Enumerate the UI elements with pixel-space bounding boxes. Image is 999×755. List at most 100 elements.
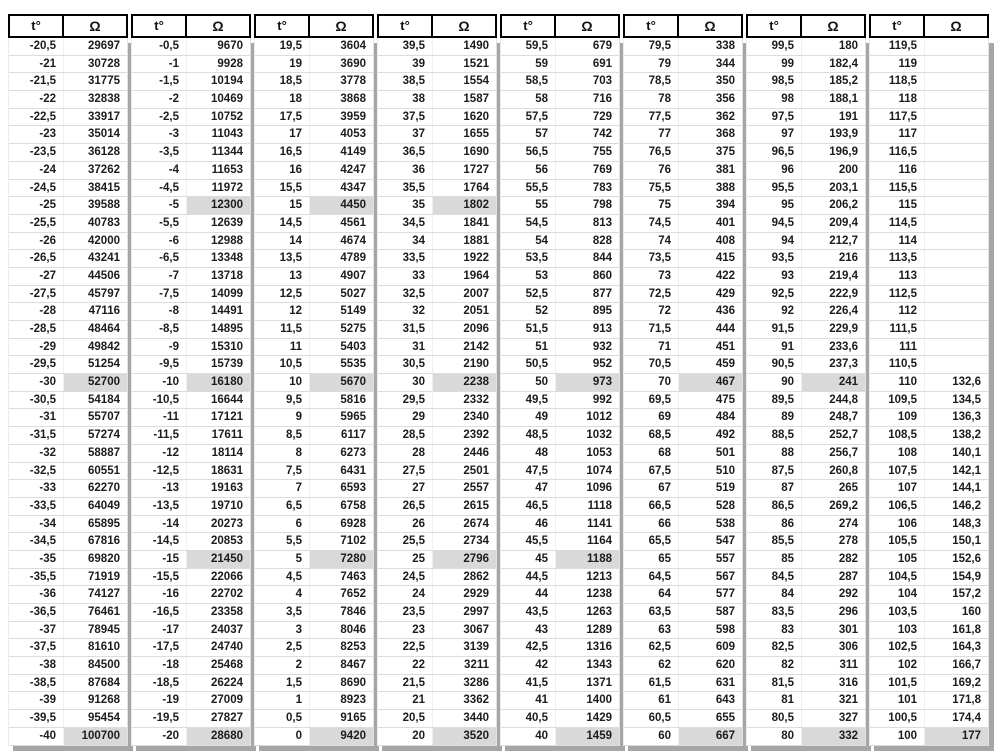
- table-row: -27,5 45797: [9, 285, 127, 304]
- table-row: 116,5: [870, 144, 988, 162]
- ohm-cell: 16180: [187, 374, 250, 391]
- table-row: 98,5 185,2: [747, 73, 865, 92]
- ohm-cell: 1289: [586, 623, 612, 636]
- table-row: 77,5 362: [624, 108, 742, 127]
- ohm-cell: 57274: [88, 429, 120, 442]
- ohm-cell: 12639: [211, 216, 243, 229]
- table-row: 0,5 9165: [255, 710, 373, 728]
- table-row: -14 20273: [132, 515, 250, 534]
- ohm-cell: 1238: [586, 588, 612, 601]
- table-row: 79 344: [624, 55, 742, 74]
- temp-cell: -14: [132, 515, 187, 533]
- temp-cell: 3: [255, 621, 310, 639]
- ohm-cell: 248,7: [829, 411, 858, 424]
- ohm-cell: 209,4: [829, 216, 858, 229]
- ohm-cell: [925, 303, 988, 320]
- ohm-cell: 19710: [211, 499, 243, 512]
- ohm-cell: 144,1: [952, 482, 981, 495]
- table-row: -8,5 14895: [132, 321, 250, 339]
- block-header: t° Ω: [8, 14, 128, 38]
- ohm-cell: 200: [838, 163, 858, 176]
- ohm-cell: 467: [679, 374, 742, 391]
- temp-cell: 77,5: [624, 108, 679, 126]
- block-body: 79,5 338 79 344 78,5 350 78 356 77,5 362 77 368 76,5…: [623, 38, 743, 746]
- temp-cell: 91: [747, 338, 802, 356]
- ohm-cell: 9670: [217, 40, 243, 52]
- ohm-cell: 538: [715, 517, 735, 530]
- temp-cell: 103: [870, 621, 925, 639]
- temp-cell: 29: [378, 409, 433, 427]
- temp-cell: 76,5: [624, 144, 679, 161]
- temp-cell: 77: [624, 126, 679, 144]
- temp-cell: -26,5: [9, 250, 64, 267]
- temp-cell: -28: [9, 303, 64, 320]
- table-row: 26,5 2615: [378, 497, 496, 516]
- ohm-cell: 161,8: [952, 623, 981, 636]
- ohm-cell: 3362: [463, 694, 489, 707]
- temp-cell: -10,5: [132, 391, 187, 409]
- table-row: -25,5 40783: [9, 214, 127, 233]
- ohm-cell: 316: [838, 676, 858, 689]
- ohm-cell: 2615: [463, 499, 489, 512]
- table-row: 53 860: [501, 267, 619, 286]
- ohm-cell: 18114: [211, 446, 243, 459]
- table-row: 85,5 278: [747, 533, 865, 551]
- table-row: 30,5 2190: [378, 356, 496, 375]
- table-row: 105,5 150,1: [870, 533, 988, 551]
- temp-cell: 119: [870, 55, 925, 73]
- table-row: 40 1459: [501, 727, 619, 746]
- temp-cell: 7,5: [255, 462, 310, 480]
- temp-cell: 50: [501, 374, 556, 391]
- table-row: -17 24037: [132, 621, 250, 640]
- table-row: 80 332: [747, 727, 865, 746]
- table-row: 37,5 1620: [378, 108, 496, 127]
- ohm-cell: 148,3: [952, 517, 981, 530]
- ohm-cell: 196,9: [829, 146, 858, 159]
- temp-header: t°: [10, 16, 64, 36]
- ohm-cell: 48464: [88, 323, 120, 335]
- temp-cell: 88: [747, 444, 802, 462]
- table-row: 27 2557: [378, 480, 496, 498]
- temp-cell: 9,5: [255, 391, 310, 409]
- temp-cell: -3,5: [132, 144, 187, 161]
- table-row: -37 78945: [9, 621, 127, 640]
- ohm-cell: 62270: [88, 482, 120, 495]
- temp-cell: -12,5: [132, 462, 187, 480]
- temp-cell: -29: [9, 338, 64, 356]
- table-row: 73 422: [624, 267, 742, 286]
- table-row: -32,5 60551: [9, 462, 127, 481]
- table-row: 73,5 415: [624, 250, 742, 268]
- ohm-cell: 164,3: [952, 641, 981, 654]
- ohm-cell: 1118: [587, 499, 612, 512]
- temp-cell: -24,5: [9, 179, 64, 197]
- ohm-cell: 1727: [463, 163, 489, 176]
- block-body: -20,5 29697 -21 30728 -21,5 31775 -22 32838 -22,…: [8, 38, 128, 746]
- table-row: 105 152,6: [870, 550, 988, 569]
- table-row: -26,5 43241: [9, 250, 127, 268]
- temp-cell: 64: [624, 586, 679, 603]
- table-row: 109,5 134,5: [870, 391, 988, 410]
- temp-cell: -16: [132, 586, 187, 603]
- table-row: 84 292: [747, 586, 865, 604]
- temp-header: t°: [748, 16, 802, 36]
- table-row: -14,5 20853: [132, 533, 250, 551]
- temp-cell: -13: [132, 480, 187, 497]
- temp-cell: -9: [132, 338, 187, 356]
- table-row: 35 1802: [378, 197, 496, 215]
- ohm-cell: 171,8: [952, 694, 981, 707]
- temp-cell: 70: [624, 374, 679, 391]
- temp-cell: -33: [9, 480, 64, 497]
- temp-cell: 73,5: [624, 250, 679, 267]
- ohm-cell: 5816: [340, 393, 366, 406]
- table-row: 59 691: [501, 55, 619, 74]
- ohm-cell: 166,7: [952, 659, 981, 672]
- table-row: 21 3362: [378, 692, 496, 711]
- temp-cell: -5: [132, 197, 187, 214]
- ohm-cell: 877: [592, 287, 612, 300]
- table-row: 9,5 5816: [255, 391, 373, 410]
- table-row: 0 9420: [255, 727, 373, 746]
- temp-cell: 65: [624, 550, 679, 568]
- table-row: 47 1096: [501, 480, 619, 498]
- ohm-cell: 24740: [211, 641, 243, 654]
- ohm-cell: 1655: [463, 128, 489, 141]
